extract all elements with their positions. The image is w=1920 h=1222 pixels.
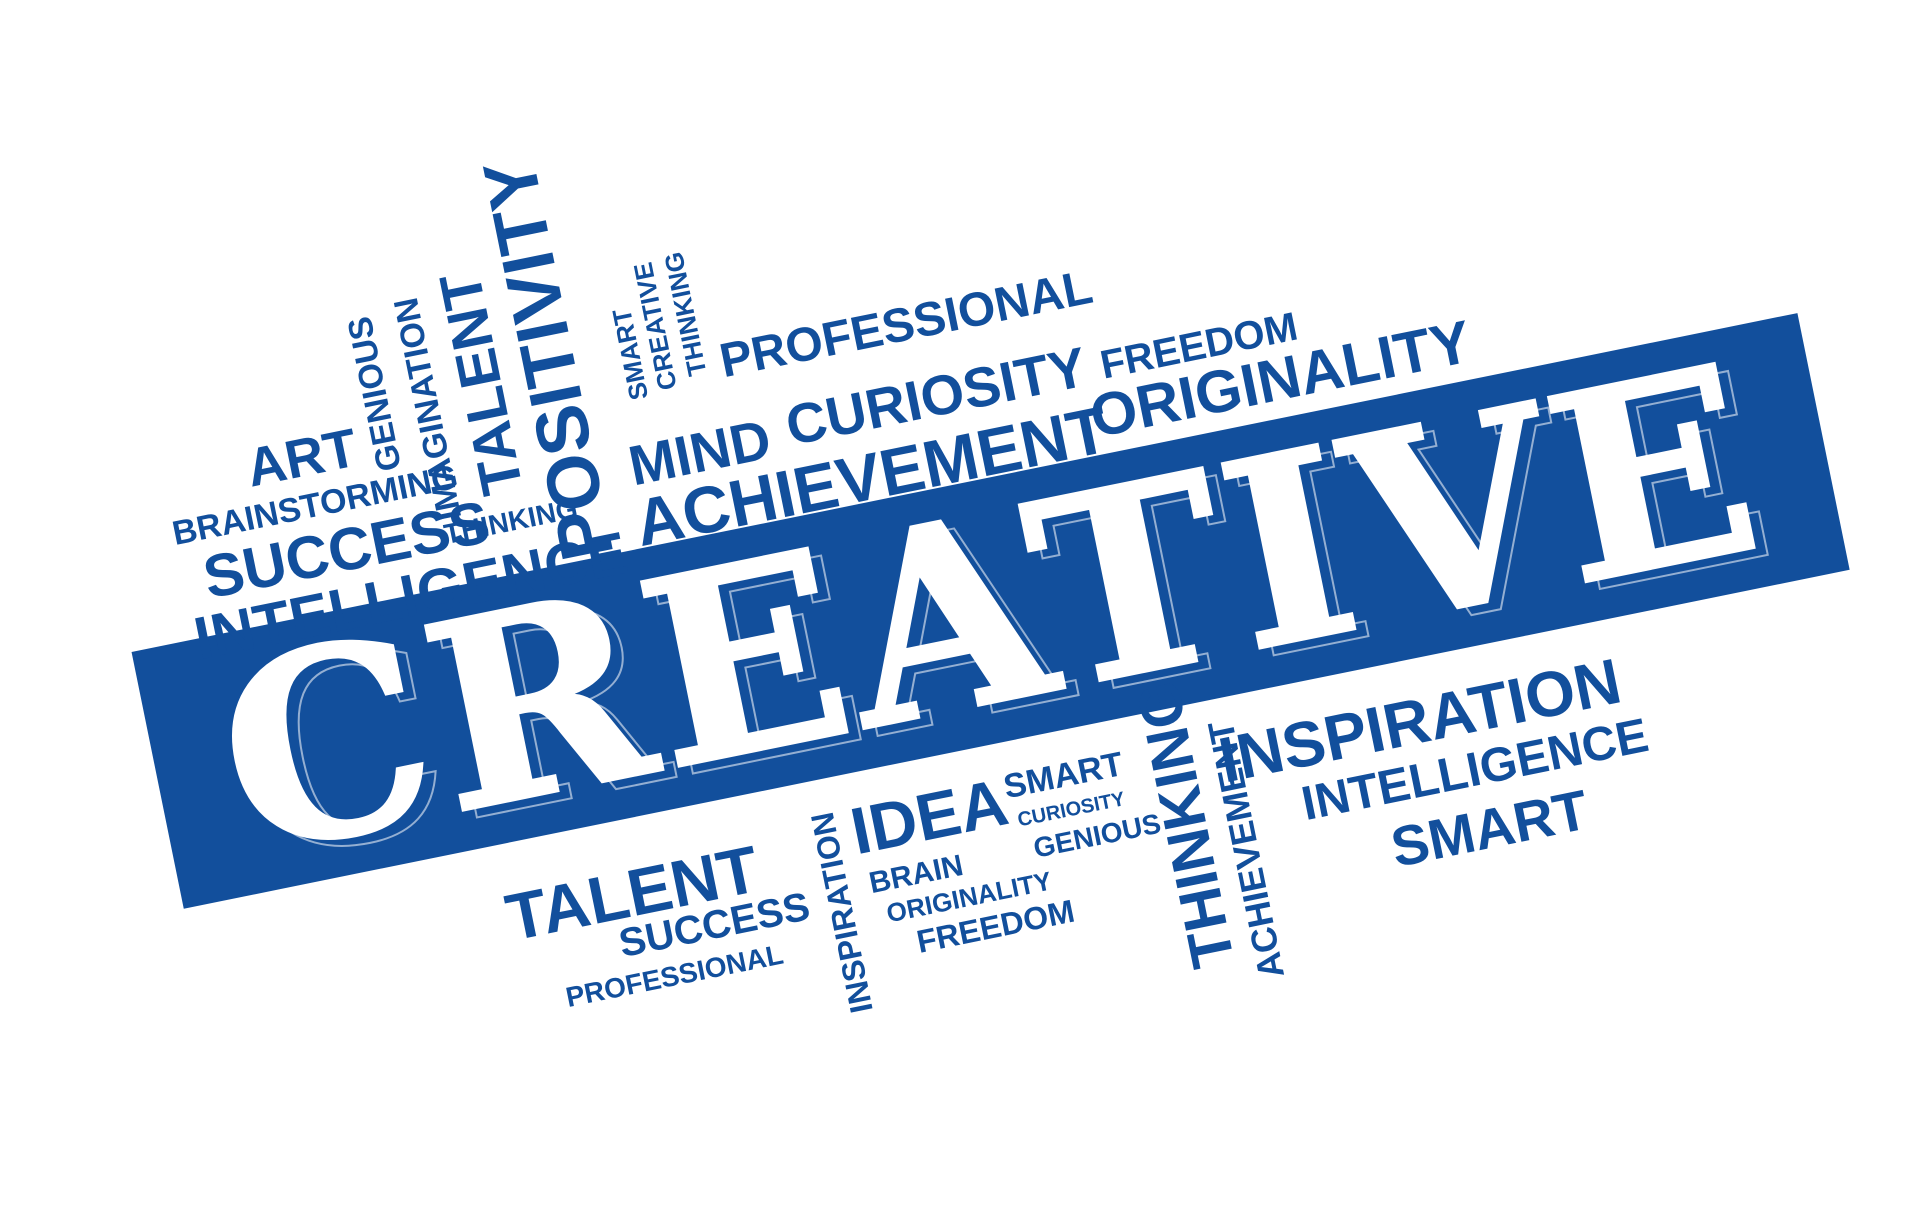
word-cloud-canvas: CREATIVE CREATIVE ART BRAINSTORMING SUCC… xyxy=(131,151,1850,1017)
word-cloud: CREATIVE CREATIVE ART BRAINSTORMING SUCC… xyxy=(131,152,1850,1016)
